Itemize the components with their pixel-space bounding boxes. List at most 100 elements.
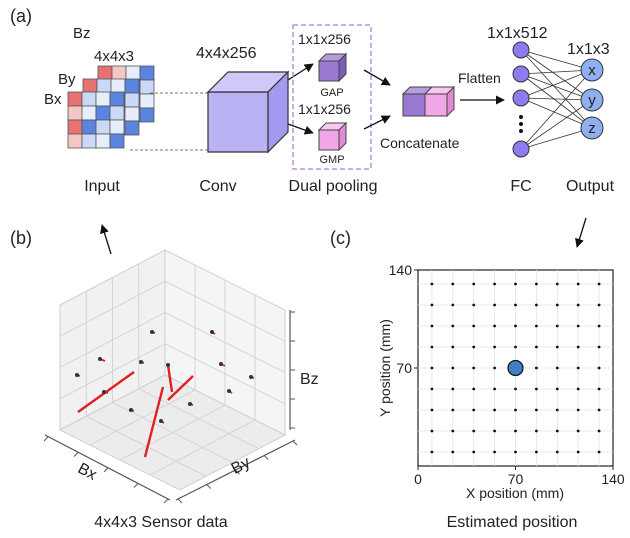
grid-point <box>576 324 580 328</box>
gmp-size-label: 1x1x256 <box>298 101 351 117</box>
pane-gridline <box>119 404 226 461</box>
grid-point <box>576 408 580 412</box>
sensor-point <box>102 390 106 394</box>
network-connection <box>520 73 593 129</box>
input-cell <box>82 78 98 94</box>
grid-point <box>514 408 517 412</box>
grid-point <box>555 450 559 454</box>
sensor-point <box>75 373 79 377</box>
axis-tick <box>177 498 183 504</box>
grid-point <box>451 408 455 412</box>
sensor-point <box>227 389 231 393</box>
sensor-point <box>188 402 192 406</box>
field-vector <box>167 375 194 401</box>
fully-connected-network: xyz 1x1x512 1x1x3 FC Output <box>487 25 615 195</box>
input-cell <box>81 91 97 107</box>
grid-point <box>514 345 517 349</box>
arrow-input-to-sensor-data <box>100 224 112 255</box>
grid-point <box>597 324 601 328</box>
gap-cube-side <box>338 52 347 83</box>
input-cell <box>124 106 140 122</box>
fc-node <box>512 65 530 83</box>
network-connection <box>520 69 593 150</box>
grid-point <box>597 408 601 412</box>
panel-label-c: (c) <box>330 228 351 248</box>
grid-point <box>493 303 497 307</box>
grid-point <box>514 324 517 328</box>
arrow-gmp-to-concat <box>363 115 391 130</box>
network-connection <box>520 73 593 101</box>
axis-tick <box>43 436 49 442</box>
grid-point <box>493 366 497 370</box>
network-connection <box>520 49 593 101</box>
grid-point <box>493 324 497 328</box>
input-label-bx: Bx <box>44 91 62 108</box>
panel-label-b: (b) <box>10 228 32 248</box>
grid-point <box>451 324 455 328</box>
axis-tick <box>133 483 139 488</box>
input-cell <box>67 91 83 107</box>
bz-axis-label: Bz <box>300 371 319 388</box>
axis-tick <box>103 467 109 473</box>
x-tick-label: 0 <box>414 471 422 487</box>
flatten-label: Flatten <box>458 70 501 86</box>
grid-point <box>597 345 601 349</box>
dual-pooling-caption: Dual pooling <box>289 178 378 195</box>
grid-point <box>472 282 476 286</box>
grid-point <box>534 429 538 433</box>
arrow-to-gap <box>287 63 314 81</box>
grid-point <box>597 387 601 391</box>
input-cell <box>67 105 83 121</box>
fc-caption: FC <box>510 178 531 195</box>
axis-tick <box>73 452 79 457</box>
output-node <box>580 58 604 82</box>
network-connection <box>520 99 593 150</box>
grid-point <box>555 345 559 349</box>
field-vector <box>143 386 165 458</box>
grid-point <box>576 366 580 370</box>
input-cell <box>81 105 97 121</box>
concatenated-vector: Concatenate <box>380 85 460 151</box>
x-axis-label: X position (mm) <box>466 485 564 501</box>
grid-point <box>597 303 601 307</box>
arrow-gap-to-concat <box>363 69 391 86</box>
grid-point <box>576 303 580 307</box>
concat-gmp-front <box>424 93 448 117</box>
input-cell <box>109 133 125 149</box>
pane-gridline <box>164 312 286 373</box>
input-tensor: Bz By Bx 4x4x3 Input <box>44 25 155 195</box>
field-vectors <box>75 330 255 458</box>
output-caption: Output <box>566 178 615 195</box>
grid-point <box>451 282 455 286</box>
sensor-3d-plot: Bx By Bz 4x4x3 Sensor data <box>43 249 319 531</box>
network-connection <box>520 69 593 75</box>
pane-gridline <box>149 419 256 476</box>
grid-point <box>493 387 497 391</box>
grid-point <box>555 324 559 328</box>
input-cell <box>95 133 111 149</box>
network-connection <box>520 127 593 150</box>
fc-size-label: 1x1x512 <box>487 25 548 42</box>
grid-point <box>451 387 455 391</box>
field-vector <box>166 364 174 393</box>
sensor-point <box>98 357 102 361</box>
input-cell <box>109 119 125 135</box>
grid-point <box>597 282 601 286</box>
position-chart: 0 70 140 70 140 X position (mm) Y position (… <box>377 262 625 531</box>
gap-cube <box>317 52 348 83</box>
sensor-point <box>166 363 170 367</box>
output-node-label: x <box>588 62 596 79</box>
grid-point <box>493 450 497 454</box>
grid-point <box>493 408 497 412</box>
pane-gridline <box>59 312 166 368</box>
grid-point <box>430 387 434 391</box>
by-axis-label: By <box>229 454 253 478</box>
input-cell <box>139 93 155 109</box>
grid-point <box>534 282 538 286</box>
gap-label: GAP <box>320 87 343 99</box>
grid-point <box>430 366 434 370</box>
conv-cube-front <box>207 91 269 153</box>
input-cell <box>81 119 97 135</box>
input-cell <box>95 91 111 107</box>
